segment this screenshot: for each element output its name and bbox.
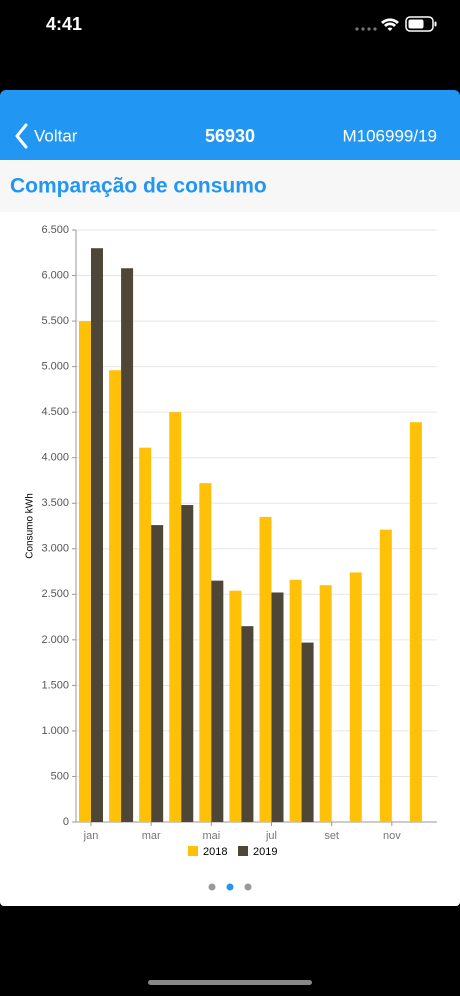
bar [301, 642, 314, 822]
y-tick-label: 5.500 [41, 315, 69, 327]
y-tick-label: 3.000 [41, 543, 69, 555]
home-indicator [148, 980, 312, 985]
status-icons [355, 16, 437, 32]
bar [229, 590, 242, 822]
y-tick-label: 4.000 [41, 452, 69, 464]
bar [91, 248, 103, 822]
y-tick-label: 5.000 [41, 361, 69, 373]
bar [151, 525, 164, 822]
bar [289, 579, 302, 822]
bar [349, 572, 362, 822]
x-tick-label: mar [142, 830, 161, 842]
bar [79, 321, 91, 822]
legend-swatch [188, 846, 198, 856]
header-title: Comparação de consumo [10, 175, 267, 198]
y-axis-label: Consumo kWh [25, 493, 36, 559]
y-tick-label: 0 [63, 816, 69, 828]
bar [211, 580, 224, 822]
y-tick-label: 6.500 [41, 224, 69, 236]
bar [121, 268, 134, 822]
nav-bar-bottom [0, 150, 460, 160]
bar [409, 422, 422, 822]
x-tick-label: jan [83, 830, 99, 842]
bar [241, 626, 254, 822]
bar [379, 529, 392, 822]
bar [169, 412, 182, 822]
bar [139, 447, 152, 822]
bar [271, 592, 284, 822]
legend-swatch [238, 846, 248, 856]
y-tick-label: 6.000 [41, 269, 69, 281]
legend-label: 2018 [203, 846, 227, 858]
bar [319, 585, 332, 822]
y-tick-label: 1.000 [41, 725, 69, 737]
y-tick-label: 3.500 [41, 497, 69, 509]
bar [199, 483, 212, 822]
x-tick-label: jul [265, 830, 277, 842]
bar [109, 370, 122, 822]
y-tick-label: 500 [51, 770, 69, 782]
x-tick-label: nov [383, 830, 401, 842]
bar [259, 516, 272, 822]
back-button[interactable]: Voltar [34, 126, 78, 145]
page-dots [208, 883, 252, 891]
y-tick-label: 2.000 [41, 634, 69, 646]
y-tick-label: 2.500 [41, 588, 69, 600]
nav-title: 56930 [205, 126, 255, 146]
legend-label: 2019 [253, 846, 277, 858]
status-time: 4:41 [46, 14, 82, 34]
y-tick-label: 4.500 [41, 406, 69, 418]
header-band [0, 160, 460, 212]
nav-bar [0, 90, 460, 160]
bar [181, 505, 194, 822]
x-tick-label: set [324, 830, 339, 842]
back-chevron[interactable] [15, 123, 28, 149]
y-tick-label: 1.500 [41, 679, 69, 691]
x-tick-label: mai [202, 830, 220, 842]
nav-right: M106999/19 [342, 126, 437, 145]
